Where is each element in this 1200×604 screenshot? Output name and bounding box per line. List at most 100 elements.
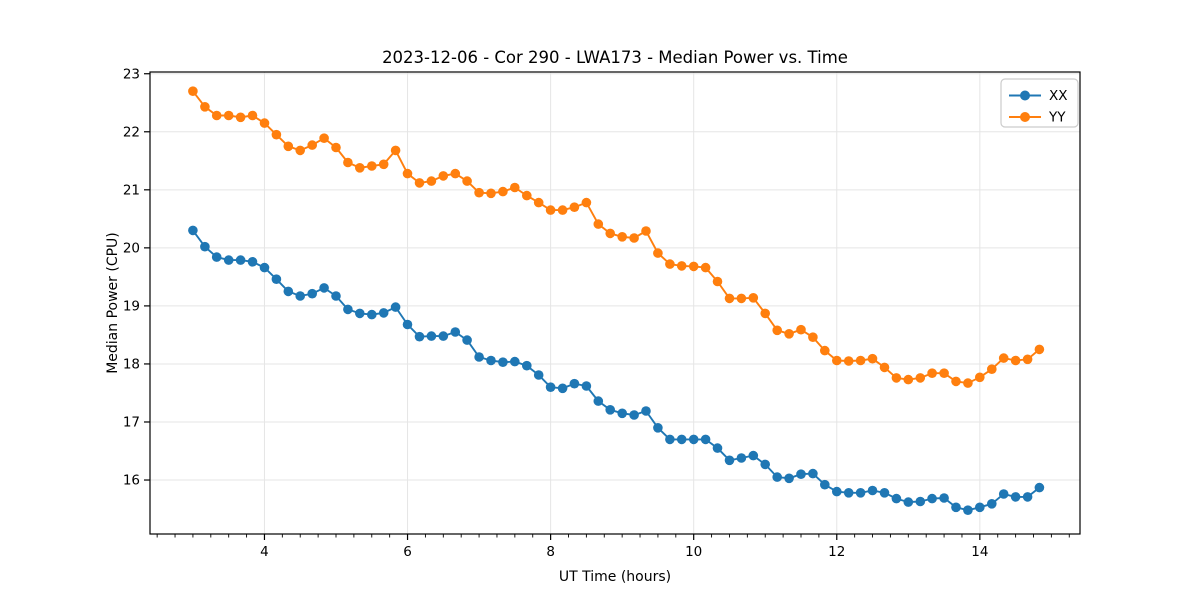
y-tick-label: 22 (123, 124, 140, 140)
series-xx-marker (712, 443, 723, 453)
series-xx-marker (688, 434, 699, 445)
series-yy-marker (259, 118, 270, 128)
series-xx-marker (319, 283, 329, 293)
series-xx-marker (200, 241, 210, 252)
series-xx-marker (343, 304, 353, 315)
series-xx-marker (355, 308, 365, 319)
series-xx-marker (843, 488, 854, 498)
series-yy-marker (450, 168, 461, 179)
series-yy (188, 86, 1045, 388)
series-xx-marker (951, 502, 961, 513)
series-xx-line (192, 229, 1040, 512)
series-yy-marker (211, 110, 222, 121)
series-yy-marker (593, 219, 604, 229)
series-yy-marker (629, 233, 639, 243)
series-yy-marker (855, 355, 866, 366)
series-yy-marker (569, 202, 580, 212)
series-xx-marker (748, 450, 759, 461)
series-xx-marker (987, 499, 997, 509)
legend-box (1000, 78, 1079, 128)
series-xx-marker (438, 331, 449, 341)
y-tick-label: 23 (123, 66, 140, 82)
series-xx-marker (653, 423, 663, 433)
series-yy-marker (939, 368, 949, 379)
series-yy-marker (832, 355, 842, 366)
series-xx-marker (462, 335, 472, 345)
series-yy-marker (736, 293, 747, 304)
series-yy-marker (474, 187, 484, 198)
series-yy-marker (188, 86, 198, 96)
x-tick-label: 6 (403, 544, 412, 560)
series-xx-marker (271, 274, 282, 285)
series-xx-marker (223, 255, 234, 265)
series-yy-marker (307, 140, 318, 150)
series-xx-marker (915, 496, 926, 507)
series-yy-marker (688, 261, 699, 272)
series-xx-marker (760, 459, 770, 470)
series-yy-marker (367, 161, 377, 171)
series-yy-marker (1010, 355, 1021, 366)
series-yy-marker (533, 197, 544, 208)
series-xx-marker (605, 405, 615, 415)
series-yy-marker (963, 378, 973, 388)
series-xx-marker (891, 493, 902, 504)
series-xx-marker (784, 473, 794, 484)
series-xx-marker (510, 356, 520, 367)
gridlines (150, 72, 1080, 534)
series-yy-marker (390, 145, 401, 156)
series-xx-marker (879, 488, 890, 498)
series-yy-marker (1034, 344, 1045, 355)
series-yy-line (192, 90, 1041, 385)
series-xx-marker (188, 225, 198, 236)
series-xx-marker (295, 291, 306, 301)
series-xx-marker (903, 497, 914, 507)
series-yy-marker (438, 171, 449, 181)
series-yy-marker (748, 293, 759, 303)
series-yy-marker (223, 110, 234, 121)
plot-border (149, 71, 1081, 535)
series-yy-marker (987, 364, 997, 375)
series-yy-marker (426, 176, 437, 186)
series-yy-marker (486, 188, 496, 199)
series-yy-marker (319, 133, 329, 143)
series-xx-marker (1010, 492, 1021, 502)
y-tick-label: 21 (123, 183, 140, 199)
series-yy-marker (700, 262, 711, 273)
series-xx-marker (593, 396, 604, 406)
series-xx-marker (414, 331, 425, 342)
series-yy-marker (676, 261, 687, 271)
series-yy-marker (378, 159, 389, 170)
data-series (188, 86, 1045, 515)
series-xx-marker (545, 382, 556, 393)
series-xx-marker (629, 410, 639, 420)
series-yy-marker (462, 176, 472, 186)
series-xx-marker (474, 352, 484, 362)
series-xx-marker (486, 355, 496, 366)
y-tick-label: 17 (123, 415, 140, 431)
series-xx-marker (211, 252, 222, 262)
series-xx-marker (665, 434, 675, 445)
series-xx-marker (402, 319, 413, 330)
series-xx-marker (450, 327, 461, 337)
series-yy-marker (343, 157, 353, 168)
series-xx-marker (1022, 492, 1033, 502)
legend-label-xx: XX (1049, 88, 1068, 104)
series-xx-marker (855, 488, 866, 498)
y-tick-label: 19 (123, 299, 140, 315)
series-yy-marker (641, 226, 651, 236)
series-xx (188, 225, 1045, 515)
series-xx-marker (259, 262, 270, 273)
series-yy-marker (784, 329, 794, 339)
series-yy-marker (724, 293, 735, 304)
series-yy-marker (712, 276, 723, 287)
series-xx-marker (963, 505, 973, 515)
series-yy-marker (903, 374, 914, 385)
legend-marker-sample (1020, 90, 1030, 101)
y-tick-label: 16 (123, 473, 140, 489)
series-yy-marker (295, 145, 306, 156)
series-xx-marker (1034, 482, 1045, 493)
legend-label-yy: YY (1048, 110, 1066, 126)
series-xx-marker (772, 472, 782, 482)
